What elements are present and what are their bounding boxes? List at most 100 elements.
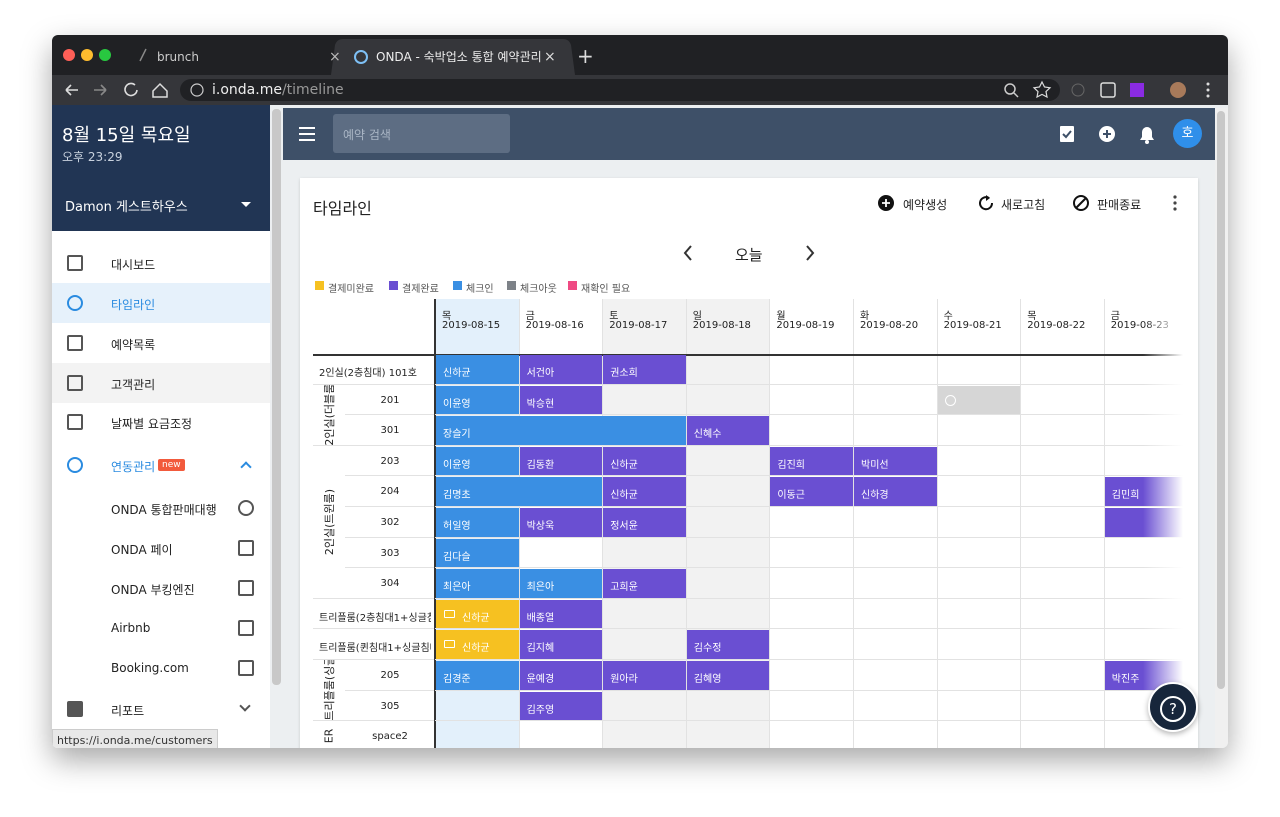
day-date: 2019-08-16 xyxy=(525,320,584,331)
expand-icon xyxy=(239,700,251,712)
booking-name: 신하균 xyxy=(462,643,490,655)
booking[interactable]: 신하균 xyxy=(436,355,519,384)
menu-item[interactable]: 리포트 xyxy=(111,704,145,718)
tab-title[interactable]: brunch xyxy=(157,50,199,64)
row-border xyxy=(345,689,1183,691)
action-stop-sale[interactable]: 판매종료 xyxy=(1097,198,1142,212)
menu-item[interactable]: 날짜별 요금조정 xyxy=(111,417,193,431)
property-selector[interactable]: Damon 게스트하우스 xyxy=(65,200,188,215)
submenu-item[interactable]: Booking.com xyxy=(111,661,189,675)
booking[interactable]: 이동근 xyxy=(770,477,853,506)
sidebar-time: 오후 23:29 xyxy=(62,150,123,164)
menu-icon xyxy=(67,295,83,311)
top-icons xyxy=(1060,126,1154,144)
day-date: 2019-08-18 xyxy=(692,320,751,331)
booking[interactable]: 정서윤 xyxy=(603,508,686,537)
booking[interactable]: 윤예경 xyxy=(519,661,603,690)
booking-name: 장슬기 xyxy=(443,429,471,441)
booking[interactable]: 신혜수 xyxy=(686,416,770,445)
booking[interactable]: 서건아 xyxy=(519,355,603,384)
booking-name: 허일영 xyxy=(443,521,471,532)
booking[interactable]: 신하균 xyxy=(436,630,519,659)
booking[interactable]: 허일영 xyxy=(436,508,519,537)
booking-name: 김주영 xyxy=(526,704,555,716)
url-bar[interactable]: i.onda.me/timeline xyxy=(212,83,344,97)
booking[interactable]: 김혜영 xyxy=(686,661,770,690)
booking[interactable]: 김수정 xyxy=(686,630,770,659)
submenu-item[interactable]: ONDA 통합판매대행 xyxy=(111,503,217,517)
booking-name: 김혜영 xyxy=(693,674,722,685)
day-dow: 화 xyxy=(860,311,870,322)
booking[interactable]: 박승현 xyxy=(519,385,603,415)
day-dow: 월 xyxy=(776,311,786,322)
menu-item[interactable]: 연동관리 xyxy=(111,460,156,474)
booking-name: 이윤영 xyxy=(443,459,471,471)
booking[interactable]: 김경준 xyxy=(436,661,519,690)
booking-name: 이윤영 xyxy=(443,398,471,410)
scrollbar xyxy=(272,109,281,685)
booking-name: 김경준 xyxy=(443,674,471,685)
submenu-icon xyxy=(238,580,254,596)
booking[interactable]: 배종열 xyxy=(519,599,603,629)
action-create[interactable]: 예약생성 xyxy=(903,198,948,212)
room-label: 트리플룸(2층침대1+싱글침대) xyxy=(319,612,431,624)
menu-badge: new xyxy=(158,459,185,471)
booking-name: 박미선 xyxy=(861,459,889,471)
submenu-item[interactable]: Airbnb xyxy=(111,621,151,635)
menu-item[interactable]: 대시보드 xyxy=(111,258,156,272)
row-border xyxy=(345,567,1183,569)
today-button[interactable]: 오늘 xyxy=(735,246,763,264)
legend-label: 재확인 필요 xyxy=(581,284,631,295)
hamburger[interactable] xyxy=(299,127,315,141)
room-label: 204 xyxy=(380,486,400,498)
booking[interactable]: 신하균 xyxy=(603,446,686,476)
room-label: 302 xyxy=(380,517,400,528)
menu-item[interactable]: 타임라인 xyxy=(111,298,156,312)
search-input[interactable]: 예약 검색 xyxy=(333,114,510,153)
booking[interactable]: 김동환 xyxy=(519,446,603,476)
booking[interactable]: 고희윤 xyxy=(603,569,686,598)
booking[interactable]: 신하균 xyxy=(603,477,686,506)
booking[interactable]: 권소희 xyxy=(603,355,686,384)
booking[interactable]: 최은아 xyxy=(519,569,603,598)
day-dow: 토 xyxy=(609,311,619,322)
row-border xyxy=(345,444,1183,446)
booking[interactable]: 원아라 xyxy=(603,661,686,690)
booking[interactable]: 김주영 xyxy=(519,691,603,721)
menu-item[interactable]: 고객관리 xyxy=(111,378,156,392)
browser-chrome-icons: × × + xyxy=(52,39,1228,105)
booking[interactable]: 장슬기 xyxy=(436,416,686,445)
collapse-icon xyxy=(240,461,252,473)
booking[interactable]: 김진희 xyxy=(770,446,853,476)
booking[interactable]: 이윤영 xyxy=(436,446,519,476)
booking[interactable]: 신하균 xyxy=(436,599,519,629)
legend-swatch xyxy=(453,281,462,290)
submenu-item[interactable]: ONDA 부킹엔진 xyxy=(111,583,195,597)
booking[interactable]: 신하경 xyxy=(854,477,937,506)
booking[interactable]: 박미선 xyxy=(854,446,937,476)
menu-item[interactable]: 예약목록 xyxy=(111,338,156,352)
booking-name: 최은아 xyxy=(526,582,555,594)
booking[interactable]: 박상욱 xyxy=(519,508,603,537)
booking[interactable]: 이윤영 xyxy=(436,385,519,415)
help-icon: ? xyxy=(1160,695,1186,722)
booking-name: 김지혜 xyxy=(526,643,555,655)
svg-text:×: × xyxy=(329,49,341,65)
avatar[interactable]: 호 xyxy=(1173,119,1202,148)
action-refresh[interactable]: 새로고침 xyxy=(1001,198,1046,212)
booking-name: 신하경 xyxy=(861,490,889,502)
day-column xyxy=(769,299,853,748)
booking-name: 원아라 xyxy=(610,674,638,685)
booking[interactable]: 김다슬 xyxy=(436,538,519,568)
menu-active-bg xyxy=(52,283,270,323)
booking[interactable]: 김지혜 xyxy=(519,630,603,659)
booking[interactable]: 김명초 xyxy=(436,477,603,506)
tab-title[interactable]: ONDA - 숙박업소 통합 예약관리 xyxy=(376,50,542,64)
day-dow: 목 xyxy=(1027,311,1037,322)
booking[interactable]: 최은아 xyxy=(436,569,519,598)
submenu-item[interactable]: ONDA 페이 xyxy=(111,543,173,557)
help-button[interactable]: ? xyxy=(1148,682,1198,732)
menu-hover-bg xyxy=(52,363,270,403)
day-date: 2019-08-22 xyxy=(1027,320,1086,331)
